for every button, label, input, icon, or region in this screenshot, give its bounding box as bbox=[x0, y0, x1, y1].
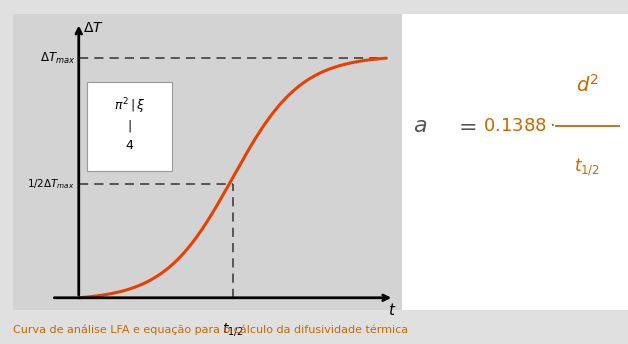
FancyBboxPatch shape bbox=[87, 82, 172, 171]
Text: $t_{1/2}$: $t_{1/2}$ bbox=[222, 321, 244, 338]
Text: $0.1388\cdot$: $0.1388\cdot$ bbox=[484, 117, 556, 135]
Text: $t$: $t$ bbox=[387, 302, 396, 318]
Text: $|$: $|$ bbox=[127, 118, 132, 134]
Text: $1/2\Delta T_{max}$: $1/2\Delta T_{max}$ bbox=[27, 177, 75, 191]
Text: $\Delta T_{max}$: $\Delta T_{max}$ bbox=[40, 51, 75, 66]
Text: Curva de análise LFA e equação para o cálculo da difusividade térmica: Curva de análise LFA e equação para o cá… bbox=[13, 325, 408, 335]
Text: $\Delta T$: $\Delta T$ bbox=[83, 21, 104, 35]
Text: $=$: $=$ bbox=[454, 116, 477, 136]
Text: $a$: $a$ bbox=[413, 116, 427, 136]
Text: $\pi^2\,|\,\xi$: $\pi^2\,|\,\xi$ bbox=[114, 97, 145, 117]
Text: $d^2$: $d^2$ bbox=[576, 74, 599, 96]
Text: $t_{1/2}$: $t_{1/2}$ bbox=[575, 157, 600, 179]
Text: $4$: $4$ bbox=[125, 139, 134, 152]
